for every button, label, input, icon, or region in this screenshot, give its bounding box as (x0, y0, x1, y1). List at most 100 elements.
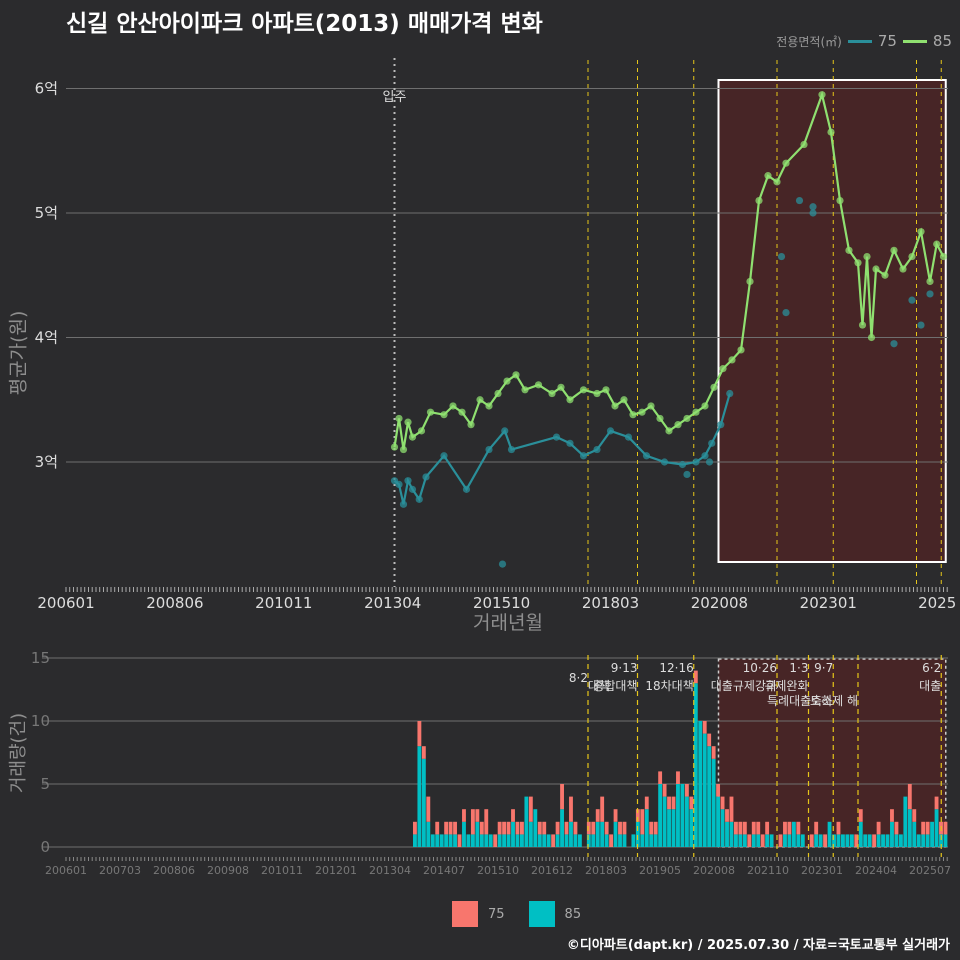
bar-85 (618, 834, 622, 847)
bar-75 (671, 796, 676, 810)
volume-x-tick-label: 201407 (423, 864, 465, 877)
bar-75 (925, 821, 930, 835)
bar-85 (925, 834, 930, 847)
volume-x-tick-label: 201201 (315, 864, 357, 877)
policy-name-label: 토허제 해 (810, 694, 858, 708)
bar-85 (569, 821, 573, 847)
bar-75 (872, 834, 877, 847)
volume-x-tick-label: 201510 (477, 864, 519, 877)
bar-75 (684, 784, 689, 797)
bar-85 (890, 821, 894, 847)
data-point-85 (404, 418, 412, 426)
volume-x-tick-label: 202110 (747, 864, 789, 877)
bar-85 (546, 834, 551, 847)
bar-85 (435, 834, 440, 847)
x-tick-label: 201011 (255, 594, 312, 612)
bar-85 (881, 834, 885, 847)
data-point-85 (683, 414, 691, 423)
bar-75 (413, 821, 417, 835)
chart-title: 신길 안산아이파크 아파트(2013) 매매가격 변화 (66, 11, 543, 37)
data-point-75 (485, 445, 493, 454)
bar-85 (484, 834, 489, 847)
x-tick-label: 202008 (691, 594, 748, 612)
data-point-75 (579, 452, 588, 460)
bar-75 (734, 821, 738, 835)
legend-75-swatch (847, 39, 872, 43)
data-point-75 (683, 470, 691, 479)
bar-85 (506, 834, 511, 847)
bar-85 (930, 821, 935, 847)
bar-85 (497, 834, 502, 847)
bar-75 (520, 821, 524, 835)
bar-85 (836, 834, 841, 847)
bar-85 (907, 809, 912, 847)
data-point-85 (440, 411, 448, 419)
bar-85 (716, 796, 721, 847)
bar-75 (564, 821, 569, 835)
bar-85 (555, 834, 560, 847)
bar-85 (613, 821, 618, 847)
data-point-85 (458, 408, 466, 416)
bar-75 (622, 821, 627, 835)
bar-75 (783, 821, 787, 835)
bar-75 (707, 733, 712, 747)
data-point-85 (512, 371, 520, 379)
data-point-85 (908, 252, 916, 261)
data-point-85 (800, 140, 808, 149)
bar-75 (787, 821, 792, 835)
bar-85 (680, 784, 685, 847)
policy-date-label: 9·13 (611, 661, 638, 675)
bar-75 (747, 834, 752, 847)
bar-75 (542, 821, 547, 835)
bar-85 (863, 834, 868, 847)
policy-date-label: 1·3 (789, 661, 808, 675)
y-axis-title-volume-text: 거래량(건) (8, 712, 29, 794)
legend-85-label: 85 (932, 32, 952, 50)
bar-75 (854, 834, 859, 847)
data-point-85 (449, 402, 457, 410)
bar-85 (867, 834, 872, 847)
bar-85 (658, 784, 663, 847)
bar-75 (809, 834, 814, 847)
data-point-75 (908, 296, 916, 304)
bar-85 (845, 834, 850, 847)
data-point-85 (818, 91, 826, 99)
bar-85 (426, 821, 431, 847)
bar-85 (600, 821, 605, 847)
policy-name-label: 규제완화 (764, 679, 808, 693)
bar-75 (823, 834, 828, 847)
bar-75 (729, 796, 734, 822)
data-point-75 (415, 495, 423, 503)
bar-75 (778, 834, 783, 847)
bar-85 (832, 834, 836, 847)
bar-85 (818, 834, 823, 847)
data-point-75 (552, 433, 561, 441)
policy-date-label: 10·26 (743, 661, 777, 675)
data-point-85 (548, 389, 556, 398)
bar-85 (462, 821, 466, 847)
data-point-75 (777, 252, 786, 261)
bar-75 (609, 834, 614, 847)
bar-85 (631, 834, 636, 847)
data-point-75 (705, 458, 714, 466)
bar-85 (894, 834, 899, 847)
y-axis-title-volume: 거래량(건) (2, 713, 32, 793)
data-point-75 (678, 460, 687, 469)
bar-85 (720, 809, 725, 847)
bar-85 (448, 834, 453, 847)
bar-75 (595, 809, 600, 822)
bar-85 (586, 834, 591, 847)
volume-x-tick-label: 202008 (693, 864, 735, 877)
data-point-85 (719, 365, 727, 373)
bar-85 (693, 683, 698, 847)
data-point-75 (782, 309, 790, 317)
bar-85 (533, 809, 538, 847)
volume-x-tick-label: 202507 (909, 864, 951, 877)
bar-75 (613, 809, 618, 822)
data-point-85 (620, 396, 628, 404)
bar-85 (470, 834, 475, 847)
bar-85 (916, 834, 921, 847)
bar-75 (711, 746, 716, 759)
bar-85 (729, 821, 734, 847)
data-point-85 (534, 381, 543, 389)
